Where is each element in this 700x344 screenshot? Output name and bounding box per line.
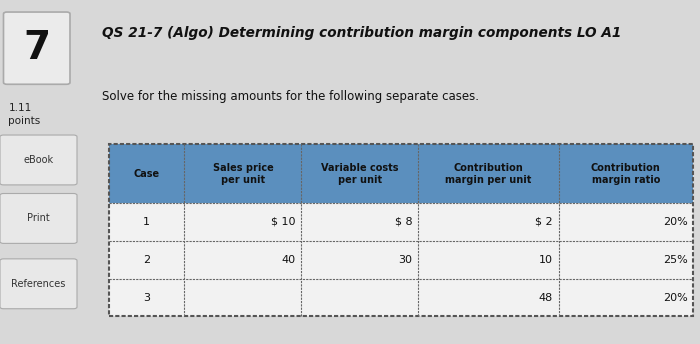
Text: 30: 30 (399, 255, 413, 265)
Text: 20%: 20% (663, 217, 687, 227)
FancyBboxPatch shape (0, 259, 77, 309)
Text: Solve for the missing amounts for the following separate cases.: Solve for the missing amounts for the fo… (102, 90, 479, 103)
Text: 1: 1 (143, 217, 150, 227)
Text: eBook: eBook (23, 155, 54, 165)
Text: 25%: 25% (663, 255, 687, 265)
Bar (108, 241, 693, 279)
Text: References: References (11, 279, 66, 289)
Text: 7: 7 (23, 29, 50, 67)
Text: Contribution
margin ratio: Contribution margin ratio (591, 162, 661, 185)
Text: 40: 40 (281, 255, 296, 265)
Bar (108, 144, 693, 316)
Text: $ 8: $ 8 (395, 217, 413, 227)
FancyBboxPatch shape (0, 193, 77, 244)
Text: Sales price
per unit: Sales price per unit (213, 162, 273, 185)
Text: 3: 3 (143, 292, 150, 303)
Bar (108, 144, 693, 203)
Text: 10: 10 (539, 255, 553, 265)
Text: Print: Print (27, 213, 50, 224)
Text: 20%: 20% (663, 292, 687, 303)
Text: 1.11
points: 1.11 points (8, 103, 41, 126)
Text: 48: 48 (539, 292, 553, 303)
Text: 2: 2 (143, 255, 150, 265)
Bar (108, 279, 693, 316)
FancyBboxPatch shape (0, 135, 77, 185)
Text: Case: Case (134, 169, 160, 179)
Text: $ 2: $ 2 (536, 217, 553, 227)
Text: Contribution
margin per unit: Contribution margin per unit (445, 162, 531, 185)
FancyBboxPatch shape (4, 12, 70, 84)
Text: $ 10: $ 10 (272, 217, 296, 227)
Bar (108, 203, 693, 241)
Text: QS 21-7 (Algo) Determining contribution margin components LO A1: QS 21-7 (Algo) Determining contribution … (102, 26, 621, 40)
Text: Variable costs
per unit: Variable costs per unit (321, 162, 398, 185)
